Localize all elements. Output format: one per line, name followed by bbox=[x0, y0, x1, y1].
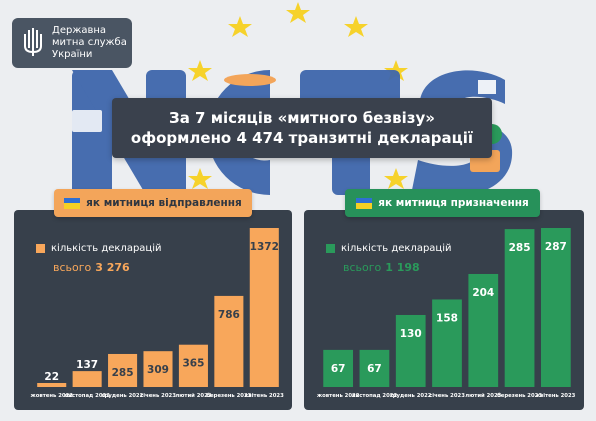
bar-value-label: 204 bbox=[472, 287, 494, 299]
bar bbox=[178, 344, 208, 387]
x-tick-label: квітень 2023 bbox=[245, 393, 284, 399]
x-tick-label: листопад 2022 bbox=[352, 393, 398, 399]
bar-value-label: 309 bbox=[147, 364, 169, 376]
bar bbox=[323, 349, 354, 387]
x-tick-label: січень 2023 bbox=[429, 393, 465, 399]
eu-star-icon bbox=[188, 60, 212, 81]
logo-line-1: Державна bbox=[52, 25, 107, 36]
x-tick-label: грудень 2022 bbox=[102, 393, 144, 399]
departure-total-value: 3 276 bbox=[95, 261, 130, 274]
legend-swatch bbox=[36, 244, 45, 253]
departure-chart-panel: кількість декларацій всього 3 276 22 жовт… bbox=[14, 210, 292, 410]
bar bbox=[143, 351, 173, 387]
eu-star-icon bbox=[228, 16, 252, 37]
x-tick-label: січень 2023 bbox=[140, 393, 176, 399]
headline-line-2: оформлено 4 474 транзитні декларації bbox=[130, 129, 474, 147]
x-tick-label: квітень 2023 bbox=[536, 393, 575, 399]
x-tick-label: грудень 2022 bbox=[390, 393, 432, 399]
bar bbox=[37, 383, 67, 387]
eu-star-icon bbox=[286, 2, 310, 23]
bar bbox=[72, 371, 102, 387]
bar-value-label: 786 bbox=[218, 309, 240, 321]
bar bbox=[214, 295, 244, 387]
destination-chart-panel: кількість декларацій всього 1 198 67 жовт… bbox=[304, 210, 584, 410]
bar-value-label: 137 bbox=[76, 359, 98, 371]
trident-emblem-icon bbox=[24, 28, 42, 56]
destination-legend-label: кількість декларацій bbox=[341, 243, 452, 254]
destination-total-label: всього bbox=[343, 261, 382, 274]
bar bbox=[540, 228, 571, 387]
bar bbox=[395, 314, 426, 387]
bar-value-label: 130 bbox=[400, 328, 422, 340]
x-tick-label: лютий 2023 bbox=[465, 392, 501, 399]
bar-value-label: 1372 bbox=[250, 241, 279, 253]
legend-swatch bbox=[326, 244, 335, 253]
eu-star-icon bbox=[188, 168, 212, 189]
bar-value-label: 287 bbox=[545, 241, 567, 253]
eu-star-icon bbox=[384, 168, 408, 189]
departure-total-label: всього bbox=[53, 261, 92, 274]
headline-line-1: За 7 місяців «митного безвізу» bbox=[169, 109, 435, 127]
x-tick-label: жовтень 2022 bbox=[30, 393, 73, 399]
departure-total: всього 3 276 bbox=[53, 261, 130, 274]
bar bbox=[432, 299, 462, 387]
bar-value-label: 285 bbox=[509, 242, 531, 254]
x-tick-label: жовтень 2022 bbox=[317, 393, 360, 399]
x-tick-label: лютий 2023 bbox=[175, 392, 211, 399]
departure-legend: кількість декларацій bbox=[36, 243, 162, 254]
destination-total-value: 1 198 bbox=[385, 261, 420, 274]
bar-value-label: 365 bbox=[182, 358, 204, 370]
bar bbox=[504, 229, 535, 387]
bar-value-label: 285 bbox=[112, 367, 134, 379]
x-tick-label: березень 2023 bbox=[497, 392, 542, 399]
departure-legend-label: кількість декларацій bbox=[51, 243, 162, 254]
bar bbox=[468, 273, 499, 387]
departure-badge: як митниця відправлення bbox=[54, 189, 252, 217]
headline-banner: За 7 місяців «митного безвізу» оформлено… bbox=[112, 98, 492, 158]
bar bbox=[108, 353, 138, 387]
bar bbox=[249, 228, 279, 387]
bar-value-label: 22 bbox=[44, 371, 59, 383]
bar bbox=[359, 349, 390, 387]
eu-star-icon bbox=[344, 16, 368, 37]
ukraine-flag-icon bbox=[64, 197, 81, 209]
bar-value-label: 158 bbox=[436, 312, 458, 324]
destination-badge-label: як митниця призначення bbox=[378, 197, 529, 209]
logo-text: Державна митна служба України bbox=[52, 25, 127, 61]
x-tick-label: листопад 2022 bbox=[64, 393, 110, 399]
departure-bar-chart: 22 жовтень 2022 137 листопад 2022 285 грудень… bbox=[30, 228, 284, 399]
bar-value-label: 67 bbox=[367, 363, 382, 375]
departure-badge-label: як митниця відправлення bbox=[86, 197, 242, 209]
destination-legend: кількість декларацій bbox=[326, 243, 452, 254]
ukraine-flag-icon bbox=[356, 197, 373, 209]
logo-line-3: України bbox=[52, 49, 93, 60]
customs-logo: Державна митна служба України bbox=[12, 18, 132, 68]
logo-line-2: митна служба bbox=[52, 37, 127, 48]
destination-total: всього 1 198 bbox=[343, 261, 420, 274]
bar-value-label: 67 bbox=[331, 363, 346, 375]
x-tick-label: березень 2023 bbox=[206, 392, 251, 399]
destination-badge: як митниця призначення bbox=[345, 189, 540, 217]
destination-bar-chart: 67 жовтень 2022 67 листопад 2022 130 грудень … bbox=[317, 228, 576, 399]
